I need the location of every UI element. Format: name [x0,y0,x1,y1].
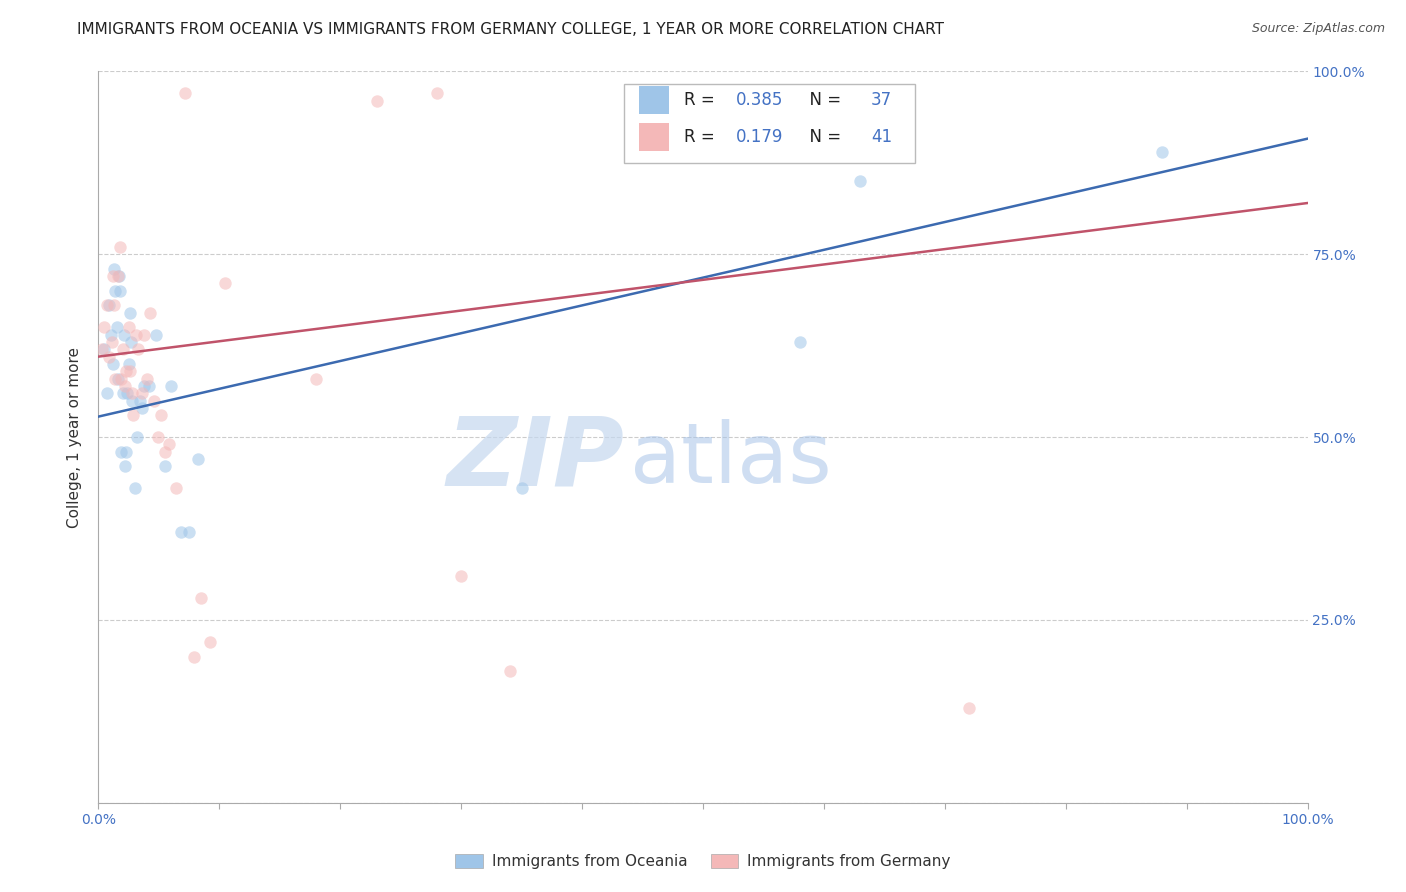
FancyBboxPatch shape [624,84,915,163]
Point [107,269,129,284]
Point [114,379,136,393]
Point [305,371,328,385]
Point [111,386,134,401]
Point [124,481,146,495]
Point [115,364,138,378]
Text: R =: R = [683,128,720,146]
Point [93,320,115,334]
Point [150,408,173,422]
Point [125,327,148,342]
Point [118,306,141,320]
Point [169,525,191,540]
Text: Source: ZipAtlas.com: Source: ZipAtlas.com [1251,22,1385,36]
Point [134,379,156,393]
Point [115,444,138,458]
Bar [638,123,669,151]
Point [103,261,125,276]
Text: atlas: atlas [630,418,832,500]
Point [107,371,129,385]
Point [104,371,127,385]
Point [118,320,141,334]
Text: 41: 41 [872,128,893,146]
Point [101,357,124,371]
Point [112,327,135,342]
Point [1152,145,1174,159]
Point [426,87,449,101]
Point [91,343,114,357]
Text: N =: N = [799,91,846,109]
Point [160,379,183,393]
Point [143,393,166,408]
Text: 0.385: 0.385 [735,91,783,109]
Point [110,444,132,458]
Point [146,430,169,444]
Point [110,371,132,385]
Point [105,320,128,334]
Point [100,334,122,349]
Point [145,327,167,342]
Point [100,327,122,342]
Point [153,444,176,458]
Point [122,408,145,422]
Point [131,401,153,415]
Point [214,277,236,291]
Point [96,386,118,401]
Legend: Immigrants from Oceania, Immigrants from Germany: Immigrants from Oceania, Immigrants from… [450,848,956,875]
Point [127,343,149,357]
Point [108,284,131,298]
Point [135,371,157,385]
Point [157,437,180,451]
Text: ZIP: ZIP [447,412,624,506]
Point [139,306,162,320]
Text: IMMIGRANTS FROM OCEANIA VS IMMIGRANTS FROM GERMANY COLLEGE, 1 YEAR OR MORE CORRE: IMMIGRANTS FROM OCEANIA VS IMMIGRANTS FR… [77,22,945,37]
Point [187,452,209,467]
Point [98,298,121,312]
Point [174,87,197,101]
Point [120,334,142,349]
Point [179,525,201,540]
Point [101,269,124,284]
Point [849,174,872,188]
Point [96,298,118,312]
Point [138,379,160,393]
Point [121,393,143,408]
Point [118,357,141,371]
Point [134,327,156,342]
Point [183,649,205,664]
Point [108,269,131,284]
Point [111,343,134,357]
Point [190,591,212,605]
Point [153,459,176,474]
Point [103,298,125,312]
Point [117,386,139,401]
Point [108,240,131,254]
Point [366,94,388,108]
Point [957,700,980,714]
Y-axis label: College, 1 year or more: College, 1 year or more [67,347,83,527]
Point [114,459,136,474]
Point [128,393,150,408]
Point [131,386,153,401]
Point [165,481,187,495]
Point [789,334,811,349]
Text: N =: N = [799,128,846,146]
Text: R =: R = [683,91,720,109]
Point [498,664,520,678]
Point [104,284,127,298]
Point [118,364,141,378]
Text: 0.179: 0.179 [735,128,783,146]
Point [121,386,143,401]
Point [127,430,149,444]
Bar [638,86,669,114]
Point [98,350,121,364]
Point [450,569,472,583]
Point [198,635,221,649]
Point [93,343,115,357]
Point [510,481,533,495]
Text: 37: 37 [872,91,893,109]
